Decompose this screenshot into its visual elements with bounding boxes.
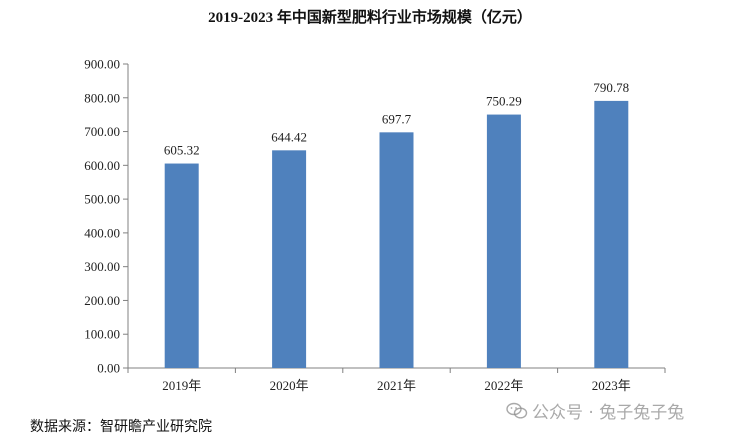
x-tick-label: 2023年 [592,378,631,393]
y-axis: 0.00 100.00 200.00 300.00 400.00 500.00 600.00… [84,57,129,376]
data-label: 605.32 [164,143,200,158]
watermark: 公众号 · 兔子兔子兔 [506,398,684,423]
bar [164,163,199,368]
x-axis: 2019年 2020年 2021年 2022年 2023年 [127,367,666,393]
x-tick-label: 2022年 [484,378,523,393]
bars [164,100,629,368]
y-tick-label: 900.00 [84,57,120,72]
source-note: 数据来源：智研瞻产业研究院 [30,419,212,435]
y-tick-label: 700.00 [84,124,120,139]
data-label: 750.29 [486,94,522,109]
y-tick-label: 600.00 [84,158,120,173]
y-tick-label: 500.00 [84,192,120,207]
chart-title: 2019-2023 年中国新型肥料行业市场规模（亿元） [208,10,532,26]
y-tick-label: 200.00 [84,293,120,308]
wechat-icon [506,402,528,419]
bar [594,100,629,368]
y-tick-label: 400.00 [84,225,120,240]
x-tick-label: 2020年 [270,378,309,393]
y-tick-label: 0.00 [97,361,120,376]
x-tick-label: 2019年 [162,378,201,393]
data-labels: 605.32 644.42 697.7 750.29 790.78 [164,80,629,158]
y-tick-label: 800.00 [84,90,120,105]
bar [272,150,307,368]
data-label: 697.7 [382,111,412,126]
y-tick-label: 300.00 [84,259,120,274]
bar [486,114,521,368]
watermark-text: 公众号 · 兔子兔子兔 [532,403,685,423]
data-label: 644.42 [271,129,307,144]
x-tick-label: 2021年 [377,378,416,393]
bar [379,132,414,368]
data-label: 790.78 [593,80,629,95]
y-tick-label: 100.00 [84,327,120,342]
